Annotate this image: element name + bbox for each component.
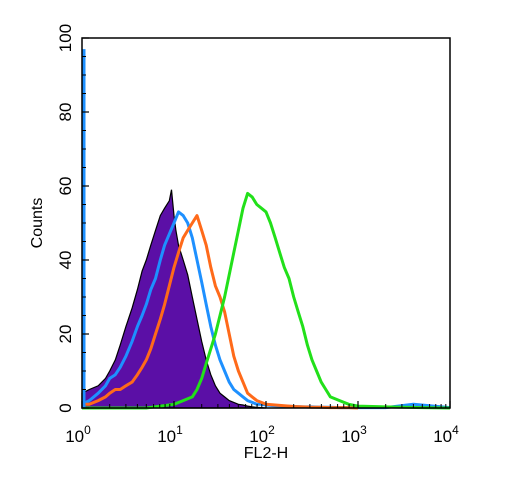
x-tick-label: 104 xyxy=(433,423,459,446)
tick-layer: 100 101 102 103 104 0 20 40 60 80 100 xyxy=(56,24,459,446)
x-tick-label: 102 xyxy=(249,423,275,446)
x-tick-label: 100 xyxy=(65,423,91,446)
y-tick-label: 0 xyxy=(56,403,75,412)
y-tick-label: 80 xyxy=(56,103,75,122)
y-tick-label: 60 xyxy=(56,177,75,196)
series-layer xyxy=(81,49,451,410)
x-tick-label: 103 xyxy=(341,423,367,446)
y-axis-title: Counts xyxy=(29,198,46,249)
x-axis-title: FL2-H xyxy=(244,445,288,462)
series-4-line xyxy=(82,191,451,410)
y-tick-label: 20 xyxy=(56,325,75,344)
x-tick-label: 101 xyxy=(157,423,183,446)
series-3-line xyxy=(82,214,359,410)
y-tick-label: 40 xyxy=(56,251,75,270)
y-tick-label: 100 xyxy=(56,24,75,52)
